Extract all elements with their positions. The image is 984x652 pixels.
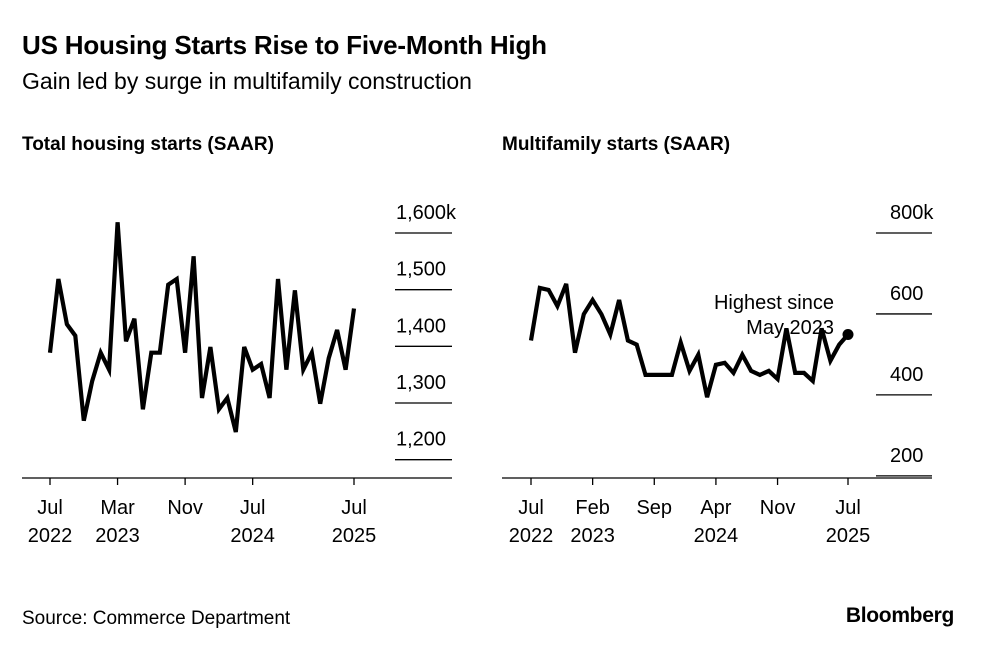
- x-tick-year-label: 2025: [332, 525, 377, 547]
- series-line: [47, 222, 357, 433]
- chart-title: US Housing Starts Rise to Five-Month Hig…: [22, 30, 547, 60]
- y-tick-label: 1,500: [396, 259, 446, 281]
- x-tick-year-label: 2024: [230, 525, 275, 547]
- right-chart-title: Multifamily starts (SAAR): [502, 134, 731, 155]
- bloomberg-logo: Bloomberg: [845, 604, 954, 627]
- x-tick-label: Jul: [835, 497, 861, 519]
- x-tick-label: Apr: [700, 497, 731, 519]
- y-tick-label: 1,200: [396, 429, 446, 451]
- x-tick-label: Sep: [636, 497, 672, 519]
- left-chart-title: Total housing starts (SAAR): [22, 134, 274, 155]
- left-chart-plot: 1,600k 1,500 1,400 1,300 1,200 Jul 2022 Mar 2023…: [22, 202, 457, 547]
- x-tick-year-label: 2023: [95, 525, 140, 547]
- highlight-point: [842, 328, 854, 340]
- y-tick-label: 1,400: [396, 315, 446, 337]
- x-tick-label: Jul: [518, 497, 544, 519]
- x-tick-label: Nov: [167, 497, 203, 519]
- x-tick-label: Nov: [760, 497, 796, 519]
- x-tick-label: Jul: [240, 497, 266, 519]
- x-tick-label: Mar: [100, 497, 135, 519]
- y-tick-label: 1,600k: [396, 202, 457, 224]
- y-tick-label: 800k: [890, 202, 934, 224]
- series-line: [528, 283, 850, 398]
- x-tick-year-label: 2022: [509, 525, 554, 547]
- x-tick-label: Jul: [341, 497, 367, 519]
- right-chart-plot: 800k 600 400 200 Jul 2022 Feb 2023 Sep Apr 2024 Nov…: [502, 202, 934, 547]
- x-tick-label: Jul: [37, 497, 63, 519]
- x-tick-year-label: 2023: [570, 525, 615, 547]
- y-tick-label: 200: [890, 445, 923, 467]
- source-note: Source: Commerce Department: [22, 608, 291, 629]
- x-tick-year-label: 2025: [826, 525, 871, 547]
- x-tick-year-label: 2022: [28, 525, 73, 547]
- annotation-label: Highest since: [714, 292, 834, 314]
- x-tick-year-label: 2024: [694, 525, 739, 547]
- annotation-label: May 2023: [746, 317, 834, 339]
- y-tick-label: 400: [890, 364, 923, 386]
- chart-subtitle: Gain led by surge in multifamily constru…: [22, 68, 472, 94]
- y-tick-label: 600: [890, 283, 923, 305]
- x-tick-label: Feb: [575, 497, 609, 519]
- y-tick-label: 1,300: [396, 372, 446, 394]
